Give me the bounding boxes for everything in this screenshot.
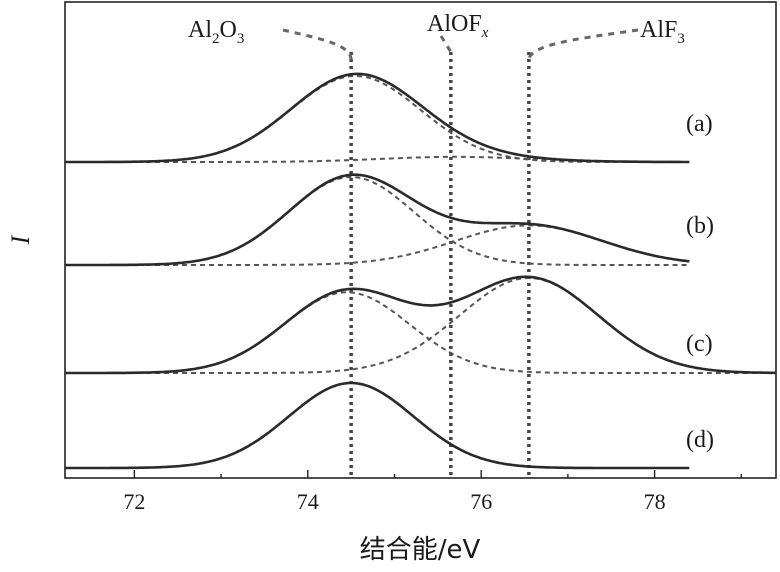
peak-label-alf3: AlF3 <box>640 17 685 47</box>
spectra <box>65 72 776 470</box>
spectrum-curve-2 <box>65 275 776 375</box>
x-tick-label-2: 76 <box>470 489 492 514</box>
peak-label-alofx: AlOFx <box>427 11 489 41</box>
x-tick-label-0: 72 <box>123 489 145 514</box>
panel-label-a: (a) <box>686 111 713 137</box>
peak-marker-lines <box>282 28 639 478</box>
peak-leader-line-0 <box>282 28 353 61</box>
x-tick-label-3: 78 <box>644 489 666 514</box>
spectrum-curve-3 <box>65 381 690 470</box>
peak-leader-line-1 <box>439 35 453 53</box>
x-axis-ticks: 72 74 76 78 <box>123 470 743 514</box>
plot-frame <box>64 1 777 479</box>
peak-leader-line-2 <box>527 28 639 61</box>
component-curve-1-1 <box>65 224 690 266</box>
y-axis-title: I <box>6 234 35 245</box>
peak-label-al2o3: Al2O3 <box>188 17 244 47</box>
x-tick-label-1: 74 <box>297 489 319 514</box>
spectrum-curve-1 <box>65 173 690 267</box>
panel-label-b: (b) <box>686 213 714 239</box>
x-axis-title: 结合能/eV <box>360 535 481 565</box>
component-curve-0-0 <box>65 75 690 163</box>
component-curve-2-1 <box>65 277 776 374</box>
panel-label-d: (d) <box>686 427 714 453</box>
component-curve-1-0 <box>65 176 690 266</box>
spectrum-curve-0 <box>65 72 690 164</box>
panel-label-c: (c) <box>686 331 713 357</box>
